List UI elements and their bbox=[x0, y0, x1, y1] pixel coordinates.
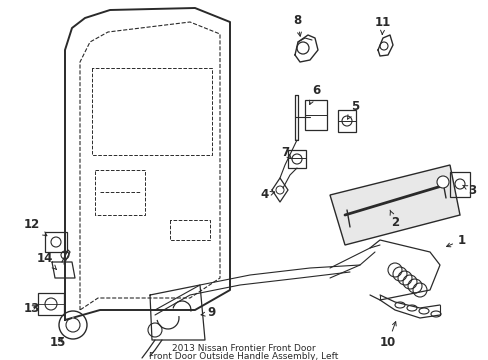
Text: 15: 15 bbox=[50, 337, 66, 350]
Text: 4: 4 bbox=[260, 189, 274, 202]
Text: 14: 14 bbox=[37, 252, 56, 269]
Bar bbox=[337, 110, 355, 132]
Text: 5: 5 bbox=[347, 100, 358, 119]
Text: 2013 Nissan Frontier Front Door: 2013 Nissan Frontier Front Door bbox=[172, 344, 315, 353]
Text: 13: 13 bbox=[24, 302, 40, 315]
Bar bbox=[45, 232, 67, 252]
Text: 12: 12 bbox=[24, 219, 47, 236]
Text: 7: 7 bbox=[281, 147, 291, 159]
Text: 9: 9 bbox=[201, 306, 216, 320]
Bar bbox=[305, 100, 326, 130]
Bar bbox=[287, 150, 305, 168]
Text: Front Door Outside Handle Assembly, Left: Front Door Outside Handle Assembly, Left bbox=[149, 352, 338, 360]
Text: 10: 10 bbox=[379, 321, 395, 350]
Circle shape bbox=[436, 176, 448, 188]
Text: 11: 11 bbox=[374, 15, 390, 34]
Text: 2: 2 bbox=[389, 210, 398, 229]
Polygon shape bbox=[329, 165, 459, 245]
Text: 1: 1 bbox=[446, 234, 465, 247]
Text: 8: 8 bbox=[292, 13, 301, 36]
Bar bbox=[38, 293, 64, 315]
Text: 6: 6 bbox=[309, 85, 320, 104]
Bar bbox=[449, 172, 469, 197]
Text: 3: 3 bbox=[462, 184, 475, 197]
